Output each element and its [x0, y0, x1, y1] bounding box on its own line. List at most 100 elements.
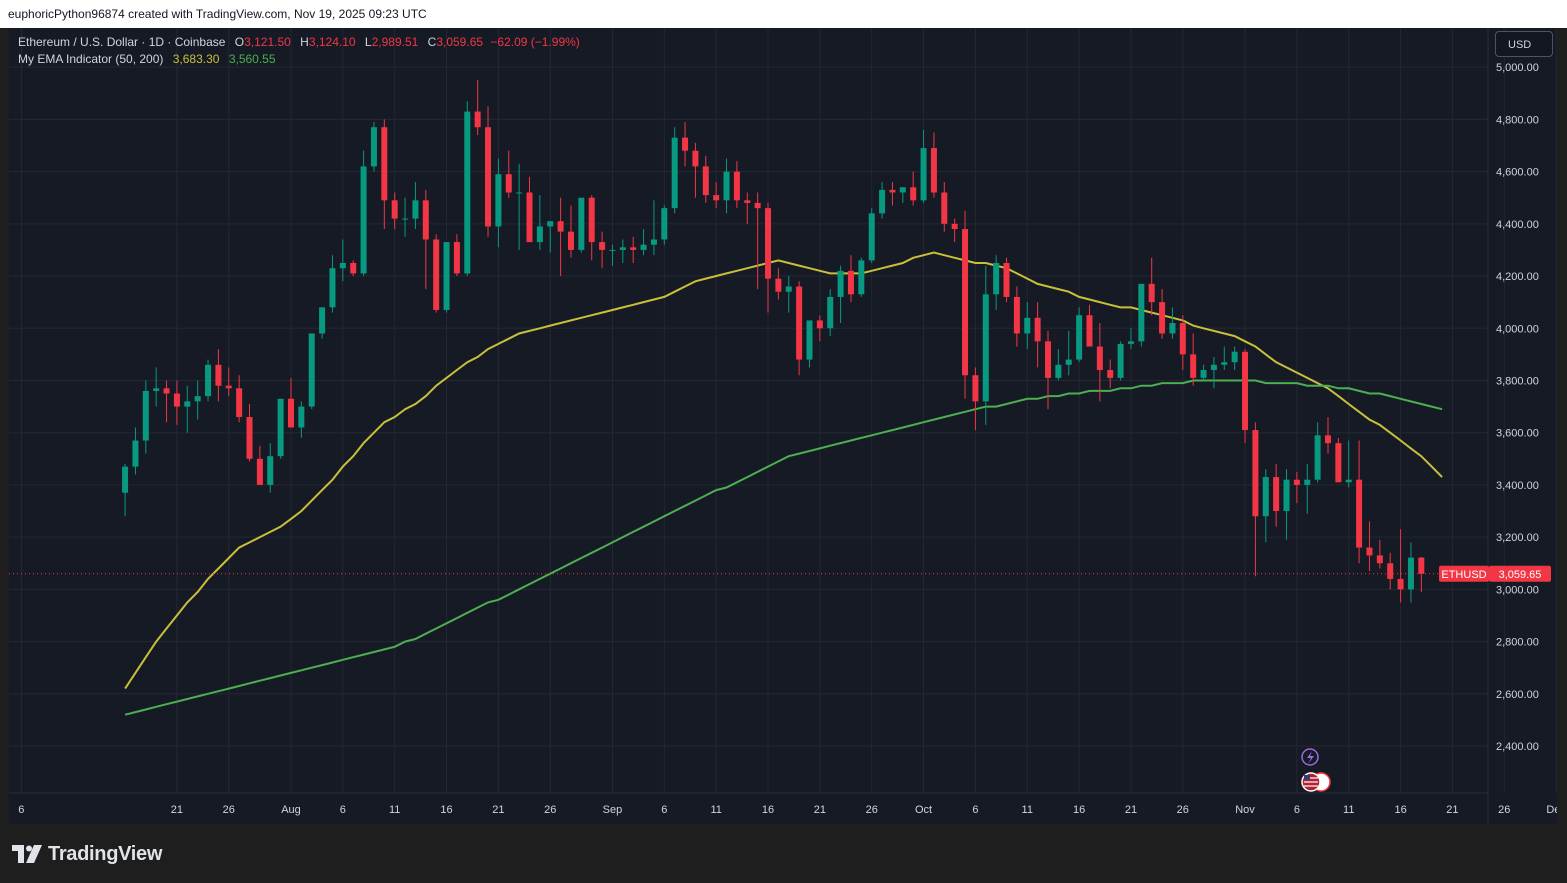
- currency-button[interactable]: USD: [1495, 31, 1553, 57]
- candle[interactable]: [184, 385, 191, 433]
- candle[interactable]: [837, 265, 844, 324]
- candle[interactable]: [1407, 542, 1414, 603]
- candle[interactable]: [422, 189, 429, 290]
- candle[interactable]: [412, 182, 419, 230]
- candle[interactable]: [1210, 356, 1217, 389]
- candle[interactable]: [1169, 307, 1176, 339]
- candle[interactable]: [1242, 349, 1249, 444]
- candle[interactable]: [806, 320, 813, 368]
- candle[interactable]: [858, 257, 865, 297]
- candle[interactable]: [723, 158, 730, 214]
- candle[interactable]: [1314, 422, 1321, 483]
- candle[interactable]: [1065, 330, 1072, 376]
- candle[interactable]: [744, 192, 751, 224]
- candle[interactable]: [1304, 464, 1311, 514]
- candle[interactable]: [1356, 440, 1363, 564]
- candle[interactable]: [692, 142, 699, 198]
- candle[interactable]: [1024, 302, 1031, 350]
- candle[interactable]: [402, 197, 409, 237]
- symbol-name[interactable]: Ethereum / U.S. Dollar · 1D · Coinbase: [18, 35, 226, 49]
- candle[interactable]: [661, 205, 668, 245]
- candle[interactable]: [1324, 417, 1331, 454]
- candle[interactable]: [132, 427, 139, 475]
- candle[interactable]: [443, 242, 450, 313]
- candle[interactable]: [1293, 471, 1300, 504]
- price-chart[interactable]: 2,400.00 2,600.00 2,800.00 3,000.00 3,200.00…: [9, 28, 1557, 824]
- candle[interactable]: [433, 234, 440, 313]
- candle[interactable]: [1127, 328, 1134, 350]
- candle[interactable]: [1179, 315, 1186, 371]
- candle[interactable]: [1003, 257, 1010, 303]
- candle[interactable]: [122, 464, 129, 517]
- candle[interactable]: [754, 192, 761, 290]
- candle[interactable]: [236, 375, 243, 423]
- candle[interactable]: [142, 380, 149, 454]
- candle[interactable]: [1117, 341, 1124, 381]
- candle[interactable]: [526, 176, 533, 243]
- candle[interactable]: [1190, 333, 1197, 386]
- candle[interactable]: [1366, 521, 1373, 572]
- candle[interactable]: [1107, 359, 1114, 389]
- candle[interactable]: [650, 200, 657, 256]
- candle[interactable]: [1387, 552, 1394, 590]
- candle[interactable]: [1221, 346, 1228, 371]
- us-flag-icon[interactable]: [1301, 772, 1331, 792]
- candle[interactable]: [1148, 257, 1155, 316]
- candle[interactable]: [702, 155, 709, 203]
- candle[interactable]: [765, 202, 772, 313]
- candle[interactable]: [453, 234, 460, 277]
- candle[interactable]: [1076, 307, 1083, 363]
- candle[interactable]: [733, 161, 740, 209]
- candle[interactable]: [370, 121, 377, 172]
- candle[interactable]: [816, 315, 823, 342]
- candle[interactable]: [1086, 304, 1093, 347]
- candle[interactable]: [381, 119, 388, 230]
- candle[interactable]: [194, 380, 201, 420]
- candle[interactable]: [163, 380, 170, 423]
- candle[interactable]: [899, 187, 906, 203]
- candle[interactable]: [1283, 469, 1290, 540]
- candle[interactable]: [557, 197, 564, 277]
- candle[interactable]: [868, 208, 875, 263]
- candle[interactable]: [682, 121, 689, 167]
- candle[interactable]: [920, 129, 927, 203]
- candle[interactable]: [619, 239, 626, 263]
- candle[interactable]: [982, 265, 989, 425]
- candle[interactable]: [1252, 422, 1259, 577]
- candle[interactable]: [588, 195, 595, 261]
- candle[interactable]: [1262, 469, 1269, 543]
- candle[interactable]: [287, 377, 294, 428]
- candle[interactable]: [630, 236, 637, 263]
- candle[interactable]: [599, 231, 606, 269]
- candle[interactable]: [536, 195, 543, 250]
- candle[interactable]: [329, 255, 336, 313]
- candle[interactable]: [1231, 346, 1238, 371]
- candle[interactable]: [775, 268, 782, 300]
- candle[interactable]: [609, 244, 616, 266]
- candle[interactable]: [153, 367, 160, 407]
- candle[interactable]: [889, 182, 896, 206]
- candle[interactable]: [1055, 349, 1062, 381]
- candle[interactable]: [640, 229, 647, 256]
- candle[interactable]: [578, 197, 585, 253]
- lightning-icon[interactable]: [1301, 748, 1319, 766]
- candle[interactable]: [671, 127, 678, 214]
- candle[interactable]: [225, 367, 232, 397]
- candle[interactable]: [215, 349, 222, 402]
- candle[interactable]: [941, 182, 948, 232]
- candle[interactable]: [827, 289, 834, 337]
- candle[interactable]: [567, 205, 574, 258]
- candle[interactable]: [785, 276, 792, 313]
- tradingview-logo[interactable]: TradingView: [12, 842, 162, 866]
- candle[interactable]: [1345, 440, 1352, 488]
- candle[interactable]: [993, 255, 1000, 310]
- plot-background[interactable]: [9, 28, 1557, 824]
- candle[interactable]: [972, 367, 979, 431]
- candle[interactable]: [951, 218, 958, 243]
- candle[interactable]: [339, 239, 346, 282]
- candle[interactable]: [505, 150, 512, 198]
- candle[interactable]: [1273, 464, 1280, 527]
- candle[interactable]: [796, 281, 803, 376]
- candle[interactable]: [1335, 437, 1342, 483]
- candle[interactable]: [1418, 556, 1425, 593]
